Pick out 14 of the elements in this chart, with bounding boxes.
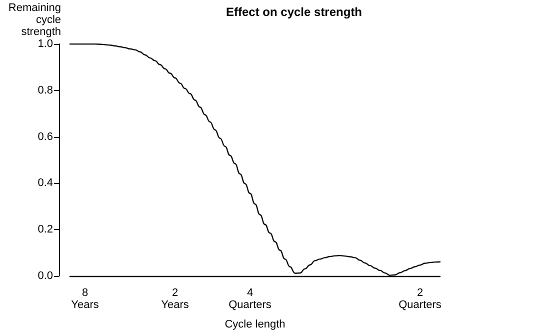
y-tick-label: 1.0	[38, 38, 53, 50]
chart-title: Effect on cycle strength	[226, 5, 362, 19]
x-tick-label: 2 Quarters	[398, 287, 442, 311]
x-tick-label: 4 Quarters	[228, 287, 272, 311]
x-tick-label: 2 Years	[161, 287, 190, 311]
x-tick-label: 8 Years	[71, 287, 100, 311]
y-axis-title: Remaining cycle strength	[8, 2, 61, 38]
y-tick-label: 0.0	[38, 270, 53, 282]
x-axis-title: Cycle length	[224, 318, 286, 330]
y-tick-label: 0.4	[38, 177, 53, 190]
line-series	[69, 43, 441, 276]
y-tick-label: 0.6	[38, 130, 53, 143]
y-tick-label: 0.8	[38, 84, 53, 96]
y-tick-label: 0.2	[38, 224, 53, 236]
